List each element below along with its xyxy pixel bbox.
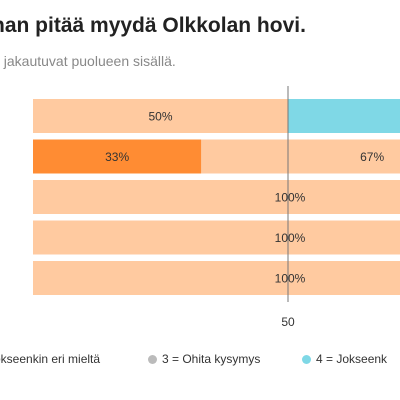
legend-item-series-1: okseenkin eri mieltä — [0, 352, 100, 366]
legend-label: 3 = Ohita kysymys — [162, 352, 261, 366]
data-label: 33% — [105, 150, 129, 164]
legend-item-series-2: 3 = Ohita kysymys — [148, 352, 260, 366]
data-label: 100% — [275, 231, 306, 245]
chart-title: nan pitää myydä Olkkolan hovi. — [0, 14, 306, 37]
x-tick-label: 50 — [281, 315, 295, 329]
bar-segment — [33, 261, 400, 295]
legend-label: 4 = Jokseenk — [316, 352, 388, 366]
chart-subtitle: t jakautuvat puolueen sisällä. — [0, 53, 176, 69]
data-label: 50% — [148, 110, 172, 124]
bar-segment — [33, 220, 400, 255]
bar-segment — [33, 180, 400, 214]
data-label: 67% — [360, 150, 384, 164]
legend-item-series-3: 4 = Jokseenk — [302, 352, 387, 366]
legend-dot — [302, 354, 311, 364]
bar-segment — [201, 139, 400, 174]
bar-segment — [33, 99, 288, 133]
data-label: 100% — [275, 272, 306, 286]
legend-label: okseenkin eri mieltä — [0, 352, 101, 366]
data-label: 100% — [275, 191, 306, 205]
bar-segment — [288, 99, 400, 133]
legend-dot — [148, 354, 157, 364]
bar-segment — [33, 139, 202, 174]
